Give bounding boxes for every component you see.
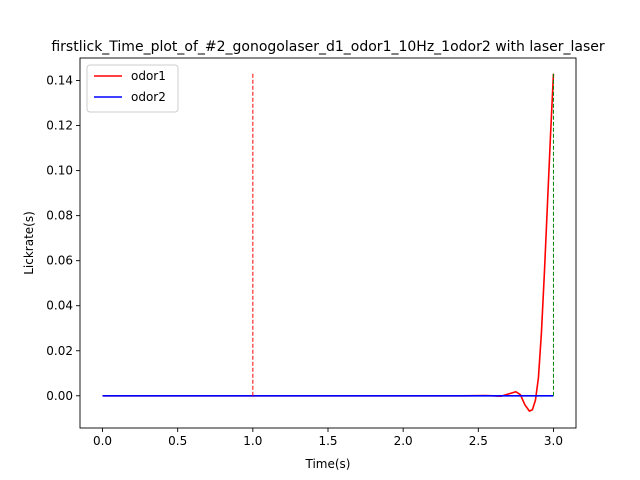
x-tick-label: 2.0 (394, 434, 413, 448)
y-tick-label: 0.12 (46, 119, 73, 133)
legend: odor1 odor2 (86, 64, 179, 113)
y-tick-label: 0.08 (46, 209, 73, 223)
y-axis-ticks: 0.00 0.02 0.04 0.06 0.08 0.10 0.12 0.14 (46, 74, 80, 403)
y-axis-label: Lickrate(s) (22, 211, 36, 275)
x-tick-label: 3.0 (544, 434, 563, 448)
x-axis-label: Time(s) (305, 457, 351, 471)
y-tick-label: 0.04 (46, 299, 73, 313)
y-tick-label: 0.00 (46, 389, 73, 403)
x-tick-label: 0.5 (168, 434, 187, 448)
x-tick-label: 0.0 (93, 434, 112, 448)
y-tick-label: 0.06 (46, 254, 73, 268)
series-layer (102, 73, 555, 412)
x-tick-label: 1.5 (318, 434, 337, 448)
legend-label-odor1: odor1 (131, 69, 166, 83)
x-tick-label: 1.0 (243, 434, 262, 448)
chart-title: firstlick_Time_plot_of_#2_gonogolaser_d1… (51, 39, 605, 55)
legend-label-odor2: odor2 (131, 90, 166, 104)
y-tick-label: 0.10 (46, 164, 73, 178)
plot-area (80, 58, 576, 428)
y-tick-label: 0.14 (46, 74, 73, 88)
x-tick-label: 2.5 (469, 434, 488, 448)
y-tick-label: 0.02 (46, 344, 73, 358)
x-axis-ticks: 0.0 0.5 1.0 1.5 2.0 2.5 3.0 (93, 428, 563, 448)
